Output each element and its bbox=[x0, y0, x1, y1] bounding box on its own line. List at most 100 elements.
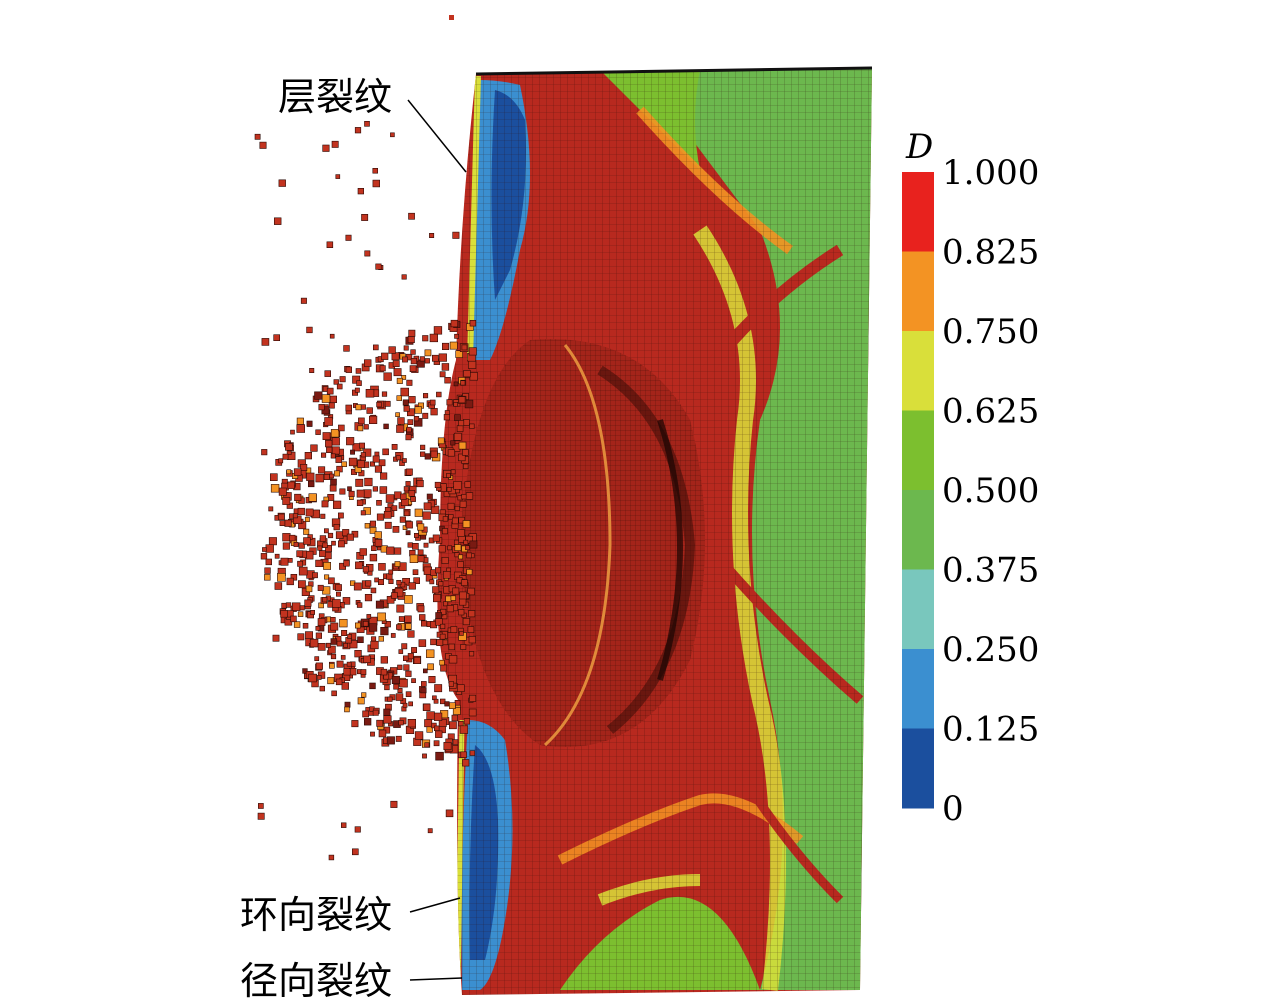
fragment bbox=[468, 708, 477, 717]
fragment bbox=[458, 420, 465, 427]
fragment bbox=[386, 736, 395, 745]
colorbar-bands bbox=[902, 172, 934, 809]
fragment bbox=[333, 379, 339, 385]
fragment bbox=[378, 729, 387, 738]
fragment bbox=[388, 578, 394, 585]
fragment bbox=[440, 664, 448, 672]
fragment bbox=[254, 133, 261, 140]
fragment bbox=[422, 753, 427, 759]
fragment bbox=[377, 578, 384, 585]
fragment bbox=[391, 675, 400, 685]
fragment bbox=[331, 140, 339, 148]
fragment bbox=[467, 626, 475, 634]
fragment bbox=[429, 579, 435, 585]
fragment bbox=[429, 233, 435, 239]
fragment bbox=[331, 690, 337, 697]
fragment bbox=[396, 424, 405, 433]
fragment bbox=[391, 443, 398, 450]
fragment bbox=[330, 653, 337, 660]
fragment bbox=[379, 365, 386, 372]
fragment bbox=[372, 455, 380, 463]
fragment bbox=[409, 365, 417, 373]
fragment bbox=[468, 651, 475, 657]
fragment bbox=[410, 496, 416, 502]
fragment bbox=[282, 453, 289, 460]
fragment bbox=[366, 614, 372, 619]
fragment bbox=[346, 661, 352, 667]
fragment bbox=[369, 553, 378, 562]
fragment bbox=[446, 399, 453, 406]
fragment bbox=[308, 673, 317, 683]
fragment bbox=[451, 517, 459, 525]
fragment bbox=[320, 452, 327, 458]
fragment bbox=[335, 678, 343, 686]
fragment bbox=[446, 605, 454, 613]
fragment bbox=[403, 345, 409, 351]
impact-crater bbox=[460, 339, 705, 747]
fragment bbox=[383, 510, 392, 519]
fragment bbox=[448, 721, 457, 730]
fragment bbox=[362, 621, 369, 627]
fragment bbox=[315, 473, 324, 483]
fragment bbox=[468, 360, 477, 369]
fragment bbox=[292, 513, 298, 519]
fragment bbox=[352, 375, 361, 384]
colorbar-ticks: 1.000 0.825 0.750 0.625 0.500 0.375 0.250 0.125… bbox=[942, 153, 1039, 829]
fragment bbox=[329, 473, 334, 479]
fragment bbox=[374, 531, 382, 539]
fragment bbox=[435, 751, 444, 761]
fragment bbox=[372, 168, 378, 174]
fragment bbox=[399, 516, 406, 523]
fragment bbox=[441, 342, 450, 351]
fragment bbox=[262, 547, 267, 552]
fragment bbox=[342, 597, 351, 605]
fragment bbox=[420, 444, 426, 450]
fragment bbox=[383, 715, 392, 724]
fragment bbox=[449, 702, 456, 710]
fragment bbox=[315, 625, 321, 631]
colorbar-band bbox=[902, 331, 934, 411]
fragment bbox=[453, 432, 462, 441]
fragment bbox=[448, 655, 458, 664]
fragment bbox=[368, 623, 378, 632]
fragment bbox=[362, 710, 370, 718]
fragment bbox=[390, 633, 396, 638]
fragment bbox=[354, 387, 360, 393]
fragment bbox=[330, 453, 336, 459]
colorbar-tick-label: 0.625 bbox=[942, 392, 1039, 432]
fragment bbox=[302, 668, 308, 674]
fragment bbox=[363, 424, 369, 430]
fragment bbox=[380, 472, 388, 480]
fragment bbox=[399, 460, 405, 466]
fragment bbox=[388, 569, 394, 575]
layer-crack-label: 层裂纹 bbox=[278, 75, 392, 119]
fragment bbox=[384, 521, 392, 529]
colorbar-tick-label: 1.000 bbox=[942, 153, 1039, 193]
fragment bbox=[435, 730, 443, 738]
fragment bbox=[342, 529, 350, 537]
fragment bbox=[396, 377, 403, 384]
fragment bbox=[408, 396, 416, 404]
fragment bbox=[462, 520, 471, 528]
circumferential-crack-leader bbox=[409, 897, 461, 913]
fragment bbox=[364, 523, 370, 529]
fragment bbox=[458, 554, 463, 560]
fragment bbox=[324, 370, 331, 377]
radial-crack-leader bbox=[409, 977, 463, 981]
colorbar-tick-label: 0.750 bbox=[942, 312, 1039, 352]
fragment bbox=[376, 499, 382, 506]
fragment bbox=[343, 560, 350, 567]
fragment bbox=[261, 449, 268, 456]
fragment bbox=[463, 419, 470, 426]
colorbar-title: D bbox=[905, 127, 933, 167]
fragment bbox=[447, 502, 455, 510]
fragment bbox=[370, 587, 377, 594]
fragment bbox=[328, 854, 335, 861]
fragment bbox=[293, 621, 301, 628]
fragment bbox=[376, 513, 384, 521]
fragment bbox=[303, 528, 310, 535]
fragment bbox=[401, 274, 407, 280]
fragment bbox=[395, 693, 404, 701]
fragment bbox=[339, 618, 348, 628]
